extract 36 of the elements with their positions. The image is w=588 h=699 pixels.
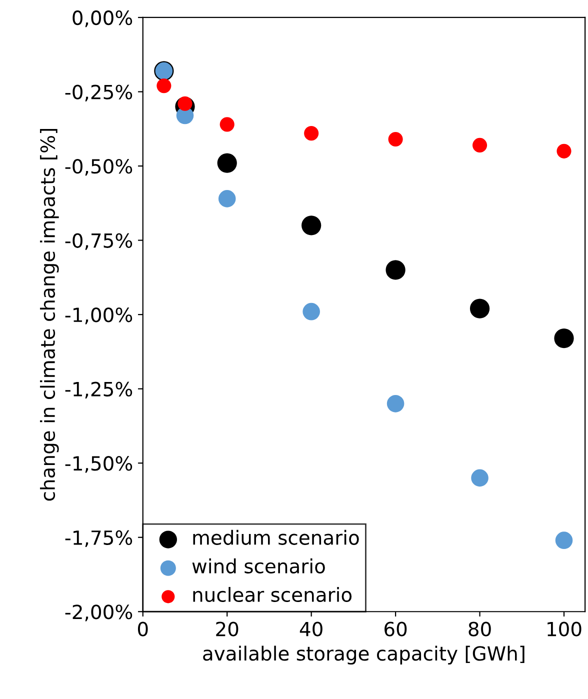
point — [470, 298, 490, 318]
x-tick-label: 100 — [548, 622, 582, 636]
point — [471, 469, 488, 487]
x-tick-label: 20 — [216, 622, 238, 636]
legend-label: medium scenario — [193, 530, 359, 545]
y-tick-label: -2,00% — [65, 604, 132, 622]
y-tick-label: -0,25% — [65, 84, 132, 102]
y-tick-label: -1,25% — [65, 382, 132, 398]
point — [304, 126, 319, 141]
y-tick-label: 0,00% — [72, 10, 132, 28]
y-tick-label: -1,50% — [65, 456, 132, 473]
point — [220, 117, 234, 132]
y-axis-title: change in climate change impacts [%] — [40, 129, 59, 501]
legend-label: nuclear scenario — [193, 586, 352, 602]
y-tick-label: -0,50% — [65, 158, 132, 176]
x-tick-label: 60 — [384, 622, 407, 636]
y-tick-label: -1,00% — [65, 308, 132, 324]
y-tick-label: -0,75% — [65, 233, 132, 250]
point — [218, 190, 236, 208]
point — [388, 132, 403, 147]
point — [386, 260, 406, 280]
point — [302, 216, 322, 236]
point — [554, 328, 574, 348]
x-axis-title: available storage capacity [GWh] — [203, 646, 524, 665]
point — [156, 78, 172, 94]
x-tick-label: 80 — [468, 622, 491, 636]
point — [217, 153, 237, 173]
point — [302, 302, 320, 320]
x-tick-label: 40 — [300, 622, 322, 636]
y-tick-label: -1,75% — [65, 530, 132, 548]
point — [472, 138, 488, 152]
point — [555, 532, 573, 549]
point — [556, 144, 572, 158]
x-tick-label: 0 — [138, 622, 148, 636]
legend-label: wind scenario — [192, 558, 325, 574]
point — [386, 395, 404, 412]
